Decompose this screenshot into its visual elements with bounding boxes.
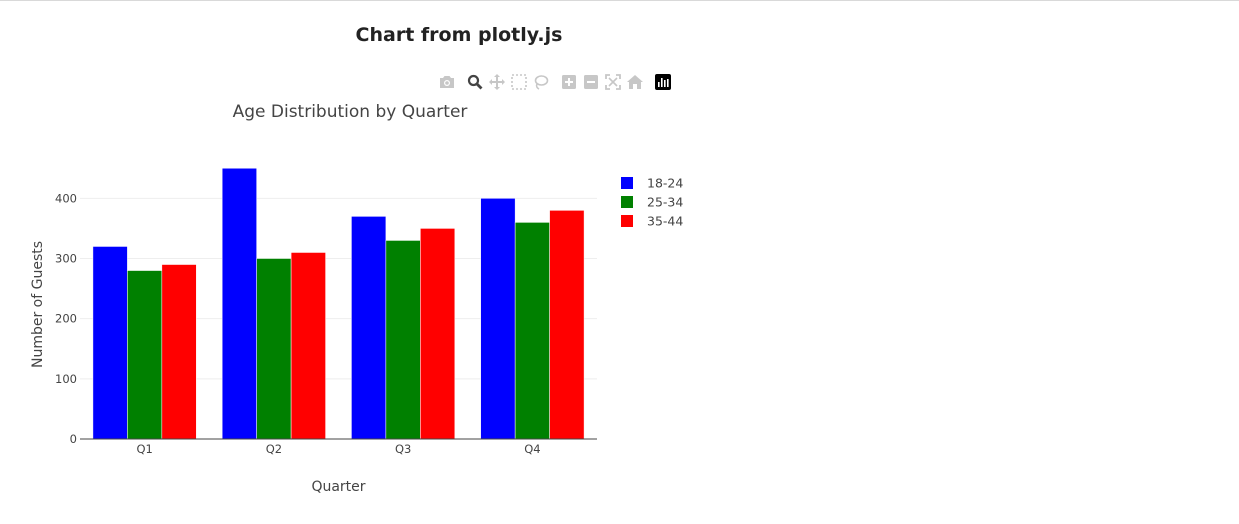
bar-35-44-Q1 bbox=[161, 264, 197, 440]
top-divider bbox=[0, 0, 1239, 1]
y-tick-label: 0 bbox=[70, 432, 77, 446]
bar-25-34-Q4 bbox=[514, 222, 550, 440]
bar-18-24-Q3 bbox=[351, 216, 387, 440]
legend-label-18-24: 18-24 bbox=[647, 176, 683, 191]
x-tick-label: Q1 bbox=[136, 442, 152, 456]
legend-label-35-44: 35-44 bbox=[647, 214, 683, 229]
chart-title: Age Distribution by Quarter bbox=[232, 102, 468, 122]
bar-25-34-Q3 bbox=[385, 240, 421, 440]
legend-swatch-25-34 bbox=[621, 196, 633, 208]
bar-35-44-Q2 bbox=[290, 252, 326, 440]
zoom-in-icon[interactable] bbox=[558, 72, 580, 92]
autoscale-icon[interactable] bbox=[602, 72, 624, 92]
page-title: Chart from plotly.js bbox=[355, 24, 563, 46]
reset-axes-icon[interactable] bbox=[624, 72, 646, 92]
pan-icon[interactable] bbox=[486, 72, 508, 92]
y-tick-label: 300 bbox=[55, 252, 77, 266]
y-tick-label: 200 bbox=[55, 312, 77, 326]
bar-35-44-Q3 bbox=[420, 228, 456, 440]
legend-swatch-18-24 bbox=[621, 177, 633, 189]
y-axis-title: Number of Guests bbox=[30, 241, 46, 368]
y-tick-label: 100 bbox=[55, 372, 77, 386]
bar-25-34-Q2 bbox=[256, 258, 292, 440]
zoom-icon[interactable] bbox=[464, 72, 486, 92]
bar-18-24-Q1 bbox=[92, 246, 128, 440]
x-tick-label: Q2 bbox=[266, 442, 282, 456]
x-tick-label: Q3 bbox=[395, 442, 411, 456]
x-tick-label: Q4 bbox=[524, 442, 540, 456]
x-axis-title: Quarter bbox=[311, 479, 365, 495]
y-tick-label: 400 bbox=[55, 191, 77, 205]
zoom-out-icon[interactable] bbox=[580, 72, 602, 92]
box-select-icon[interactable] bbox=[508, 72, 530, 92]
modebar bbox=[436, 72, 674, 92]
plotly-logo-icon[interactable] bbox=[652, 72, 674, 92]
legend-swatch-35-44 bbox=[621, 215, 633, 227]
bar-18-24-Q4 bbox=[480, 198, 516, 440]
legend-label-25-34: 25-34 bbox=[647, 195, 683, 210]
lasso-icon[interactable] bbox=[530, 72, 552, 92]
camera-icon[interactable] bbox=[436, 72, 458, 92]
bar-25-34-Q1 bbox=[127, 270, 163, 440]
bar-18-24-Q2 bbox=[221, 168, 257, 440]
bar-35-44-Q4 bbox=[549, 210, 585, 440]
